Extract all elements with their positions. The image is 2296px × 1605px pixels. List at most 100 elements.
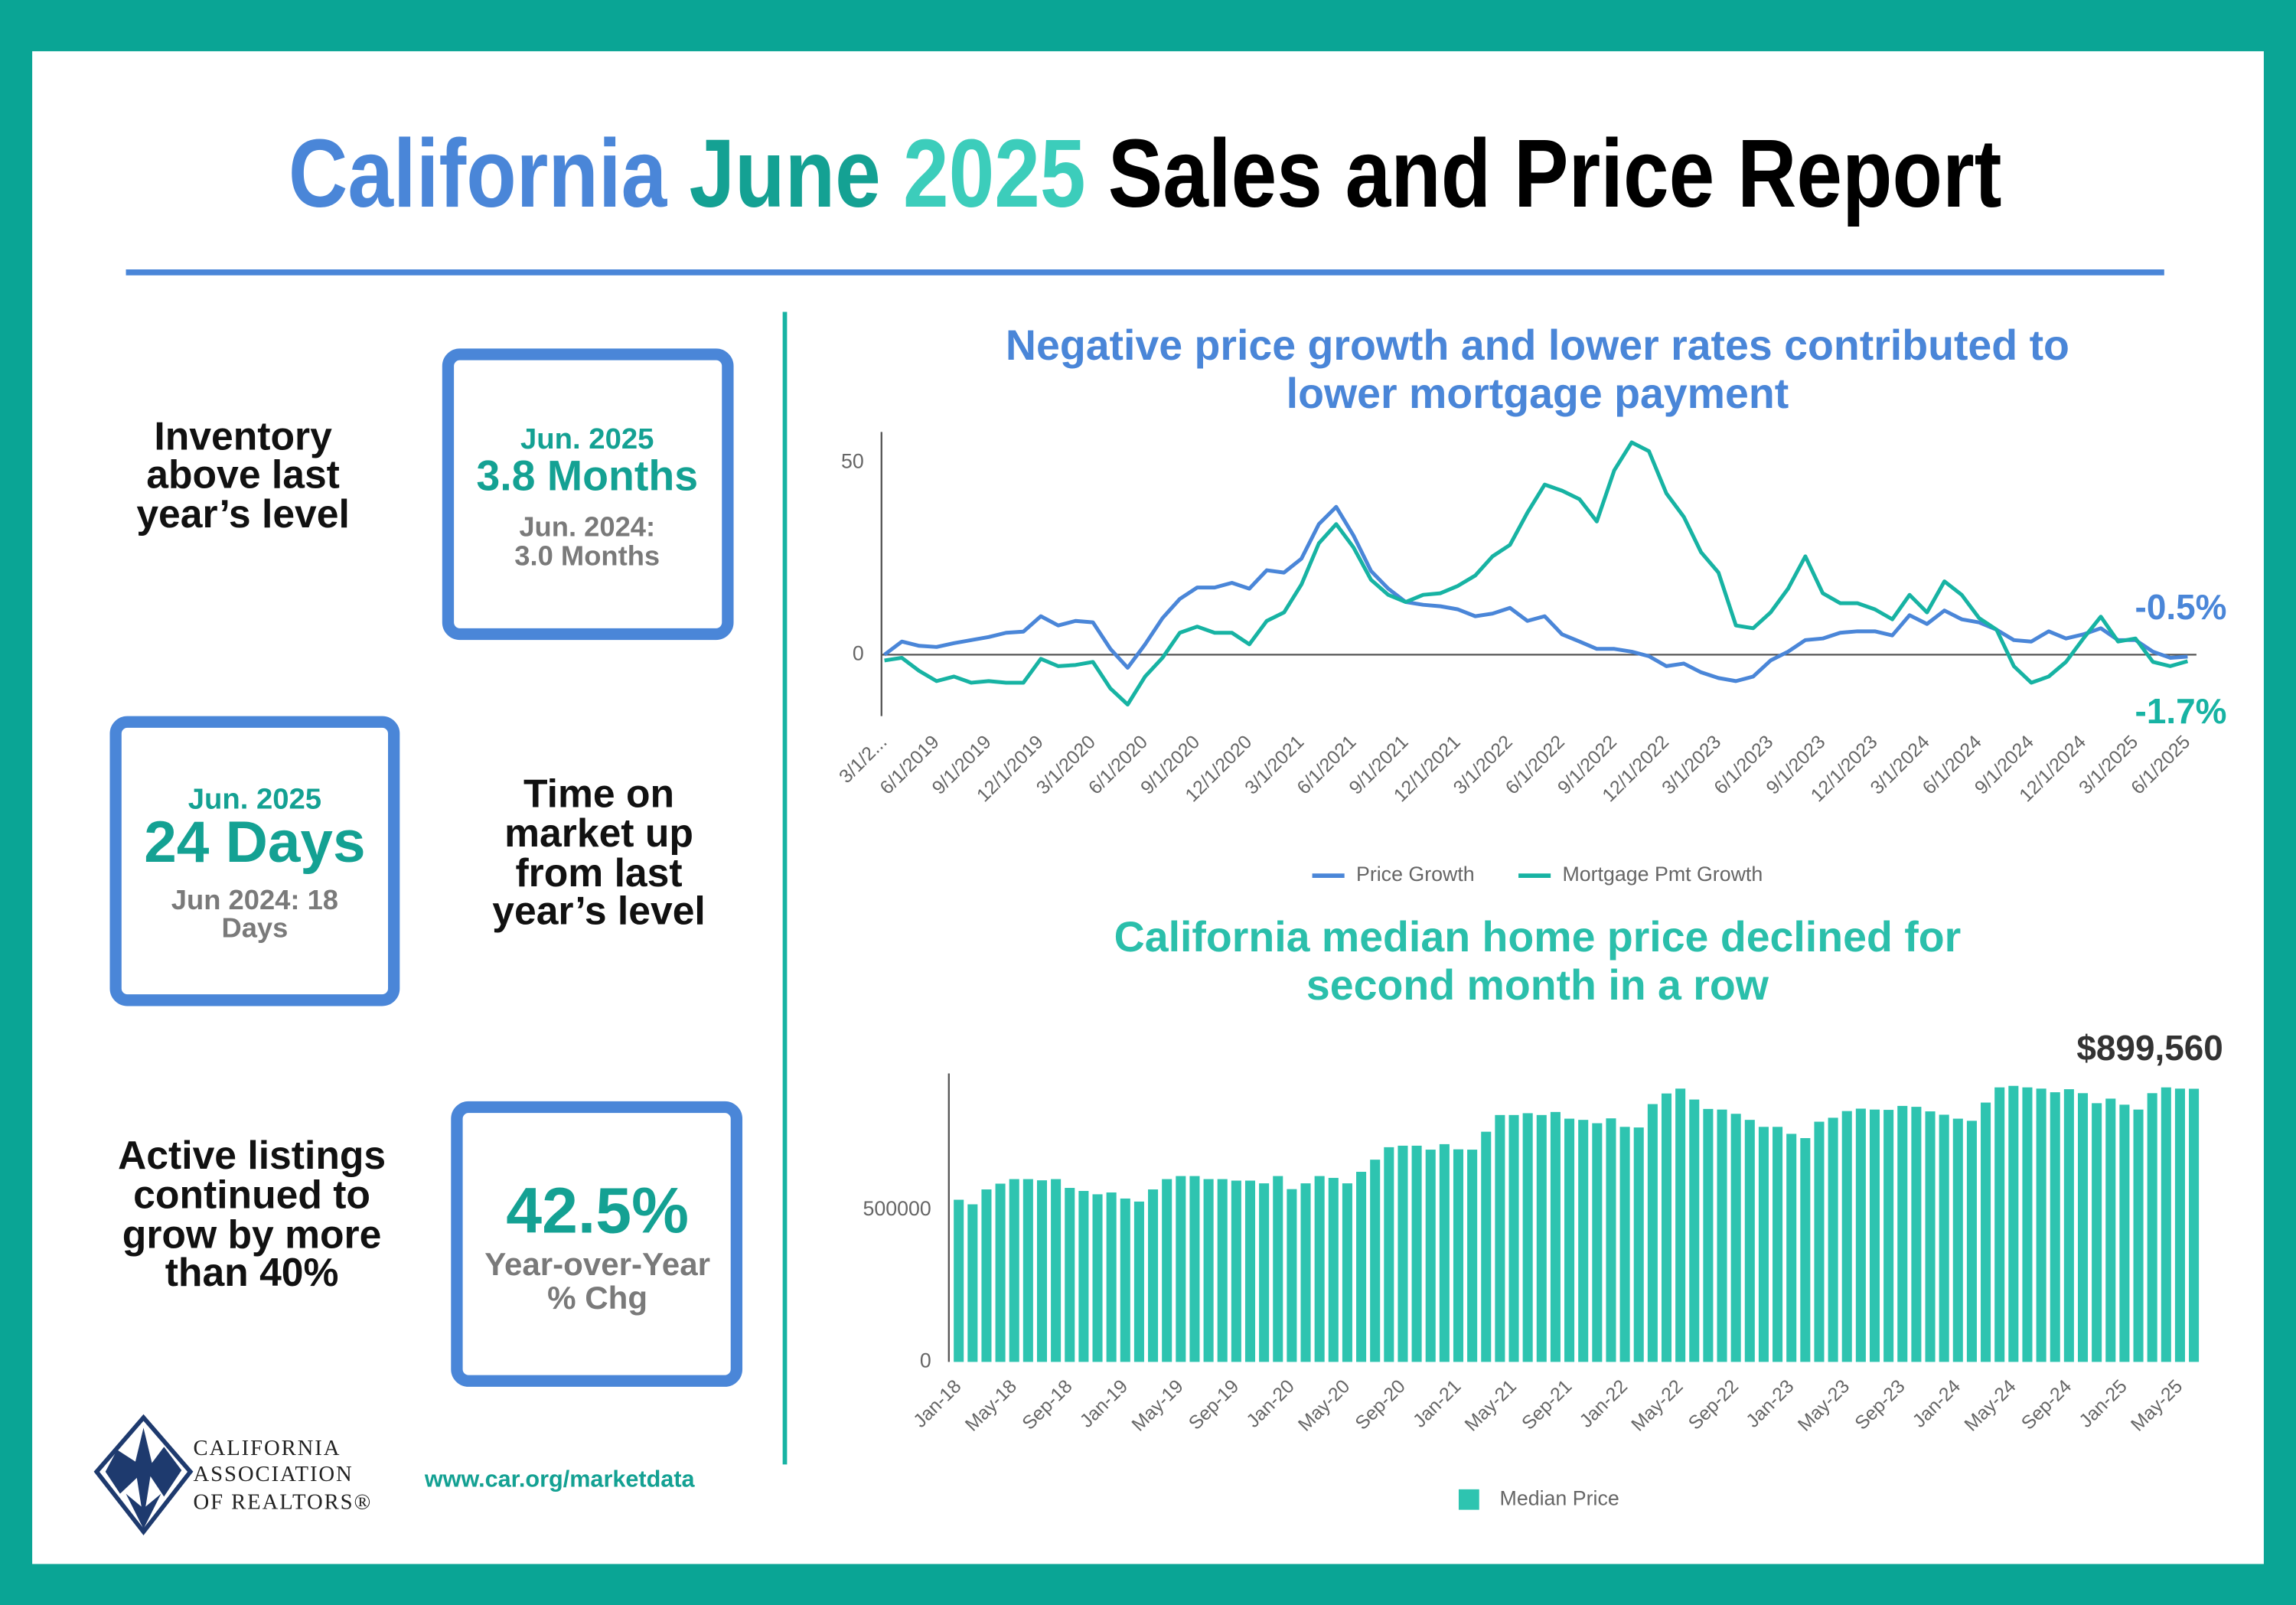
bar	[1092, 1194, 1103, 1362]
chart-title: lower mortgage payment	[1287, 370, 1789, 417]
bar	[1966, 1121, 1977, 1362]
bar	[1522, 1113, 1533, 1362]
bar	[1036, 1180, 1048, 1362]
bar	[1133, 1201, 1144, 1362]
bar	[1550, 1111, 1561, 1362]
bar	[981, 1189, 992, 1362]
bar	[1231, 1180, 1241, 1362]
legend-label: Mortgage Pmt Growth	[1562, 863, 1763, 886]
bar	[1744, 1120, 1755, 1362]
bar	[1994, 1087, 2005, 1362]
logo-text: CALIFORNIA	[194, 1436, 341, 1460]
caption: than 40%	[165, 1250, 339, 1294]
chart-title: California median home price declined fo…	[1114, 913, 1962, 961]
chart-title: second month in a row	[1306, 961, 1769, 1009]
bar	[1259, 1183, 1270, 1362]
bar	[2022, 1087, 2033, 1362]
bar	[1855, 1108, 1866, 1362]
bar	[1273, 1176, 1283, 1362]
bar	[1897, 1105, 1908, 1362]
bar	[2161, 1087, 2171, 1362]
stat-prior: Days	[221, 912, 288, 944]
url: www.car.org/marketdata	[424, 1466, 696, 1492]
stat-value: 42.5%	[506, 1174, 689, 1246]
stat-prior: 3.0 Months	[514, 540, 660, 572]
bar	[1675, 1088, 1686, 1362]
bar	[1162, 1179, 1172, 1362]
bar	[1841, 1111, 1852, 1362]
line-series	[883, 504, 2188, 683]
value-label: $899,560	[2076, 1028, 2223, 1068]
bar	[1176, 1176, 1186, 1362]
logo-text: OF REALTORS®	[194, 1490, 373, 1515]
bar	[2133, 1109, 2144, 1362]
bar	[1425, 1150, 1436, 1362]
bar	[1148, 1189, 1159, 1362]
bar	[2036, 1088, 2047, 1362]
bar	[1287, 1189, 1297, 1362]
bar	[1773, 1127, 1783, 1362]
bar	[1051, 1179, 1062, 1362]
bar	[1314, 1176, 1325, 1362]
y-tick-label: 500000	[863, 1197, 931, 1220]
caption: Time on	[523, 771, 674, 815]
caption: continued to	[133, 1173, 370, 1217]
bar	[1800, 1137, 1811, 1362]
caption: Active listings	[118, 1133, 386, 1177]
bar	[1606, 1118, 1616, 1362]
caption: year’s level	[136, 491, 350, 536]
bar	[1981, 1102, 1991, 1362]
legend-label: Price Growth	[1356, 863, 1475, 886]
bar	[1508, 1114, 1519, 1362]
bar	[1578, 1120, 1589, 1362]
page-title: CaliforniaJune2025Sales and Price Report	[289, 120, 2002, 228]
bar	[1717, 1109, 1727, 1362]
bar	[1217, 1179, 1228, 1362]
legend-label: Median Price	[1500, 1486, 1619, 1509]
bar	[1758, 1127, 1769, 1362]
title-part: 2025	[903, 120, 1085, 228]
bar	[1328, 1177, 1339, 1362]
logo-text: ASSOCIATION	[194, 1462, 354, 1486]
stat-box	[109, 716, 400, 1006]
bar	[1633, 1127, 1644, 1362]
stat-value: 24 Days	[144, 810, 365, 875]
caption: Inventory	[154, 414, 332, 458]
caption: grow by more	[122, 1212, 382, 1256]
caption: above last	[146, 452, 340, 496]
value-label: -0.5%	[2135, 587, 2227, 627]
stat-value: 3.8 Months	[476, 452, 698, 499]
bar	[2008, 1085, 2019, 1362]
bar	[1536, 1114, 1547, 1362]
value-label: -1.7%	[2135, 691, 2227, 731]
stat-date: Jun. 2025	[520, 422, 654, 455]
bar	[1869, 1109, 1880, 1362]
bar	[1730, 1114, 1741, 1362]
bar	[2174, 1088, 2185, 1362]
bar	[1467, 1150, 1478, 1362]
stat-box	[451, 1101, 743, 1387]
y-tick-label: 0	[920, 1349, 931, 1372]
y-tick-label: 0	[853, 641, 864, 664]
title-part: June	[690, 120, 881, 228]
bar	[1828, 1117, 1838, 1362]
bar	[2050, 1092, 2060, 1362]
stat-label: Year-over-Year	[484, 1246, 710, 1282]
caption: from last	[515, 850, 682, 895]
bar	[1481, 1131, 1492, 1362]
line-series	[884, 440, 2189, 706]
bar	[1786, 1134, 1797, 1362]
bar	[995, 1183, 1006, 1362]
bar	[1592, 1123, 1603, 1362]
bar	[967, 1204, 978, 1362]
bar	[1703, 1108, 1714, 1362]
stat-prior: Jun. 2024:	[519, 511, 655, 542]
bar	[2147, 1093, 2157, 1362]
bar	[1189, 1176, 1200, 1362]
bar	[1065, 1188, 1075, 1362]
bar	[1300, 1183, 1311, 1362]
bar	[2119, 1104, 2130, 1362]
title-part: Sales and Price Report	[1108, 120, 2002, 228]
bar	[1397, 1145, 1408, 1362]
